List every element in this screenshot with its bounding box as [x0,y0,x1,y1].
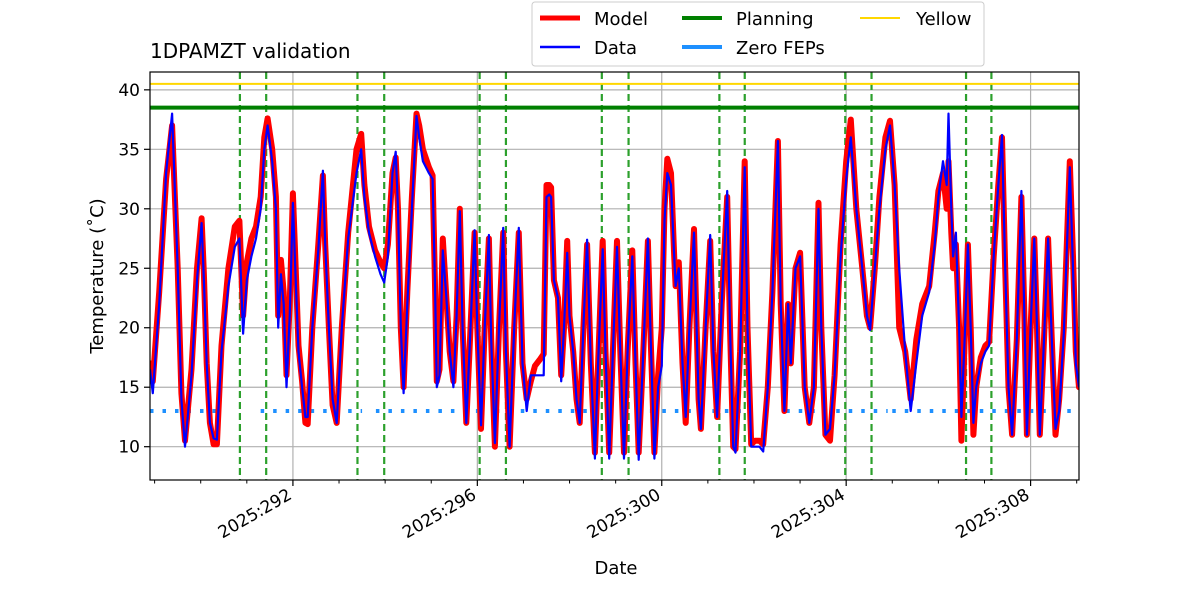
y-axis-ticks: 10 15 20 25 30 35 40 [118,81,150,458]
legend: Model Data Planning Zero FEPs Yellow [531,1,985,67]
y-tick-label: 30 [118,200,140,220]
y-axis-label: Temperature (˚C) [87,198,108,354]
x-axis-label: Date [594,558,637,579]
legend-label-zero-feps: Zero FEPs [736,38,825,59]
legend-label-yellow: Yellow [915,9,971,30]
y-tick-label: 25 [118,259,140,279]
y-tick-label: 40 [118,81,140,101]
legend-label-data: Data [594,38,637,59]
plot-frame [149,71,1080,481]
legend-label-model: Model [594,9,648,30]
chart-title: 1DPAMZT validation [150,39,351,63]
y-tick-label: 15 [118,378,140,398]
legend-label-planning: Planning [736,9,814,30]
data-series-line [150,112,1079,461]
y-tick-label: 20 [118,319,140,339]
y-tick-label: 10 [118,438,140,458]
y-tick-label: 35 [118,140,140,160]
